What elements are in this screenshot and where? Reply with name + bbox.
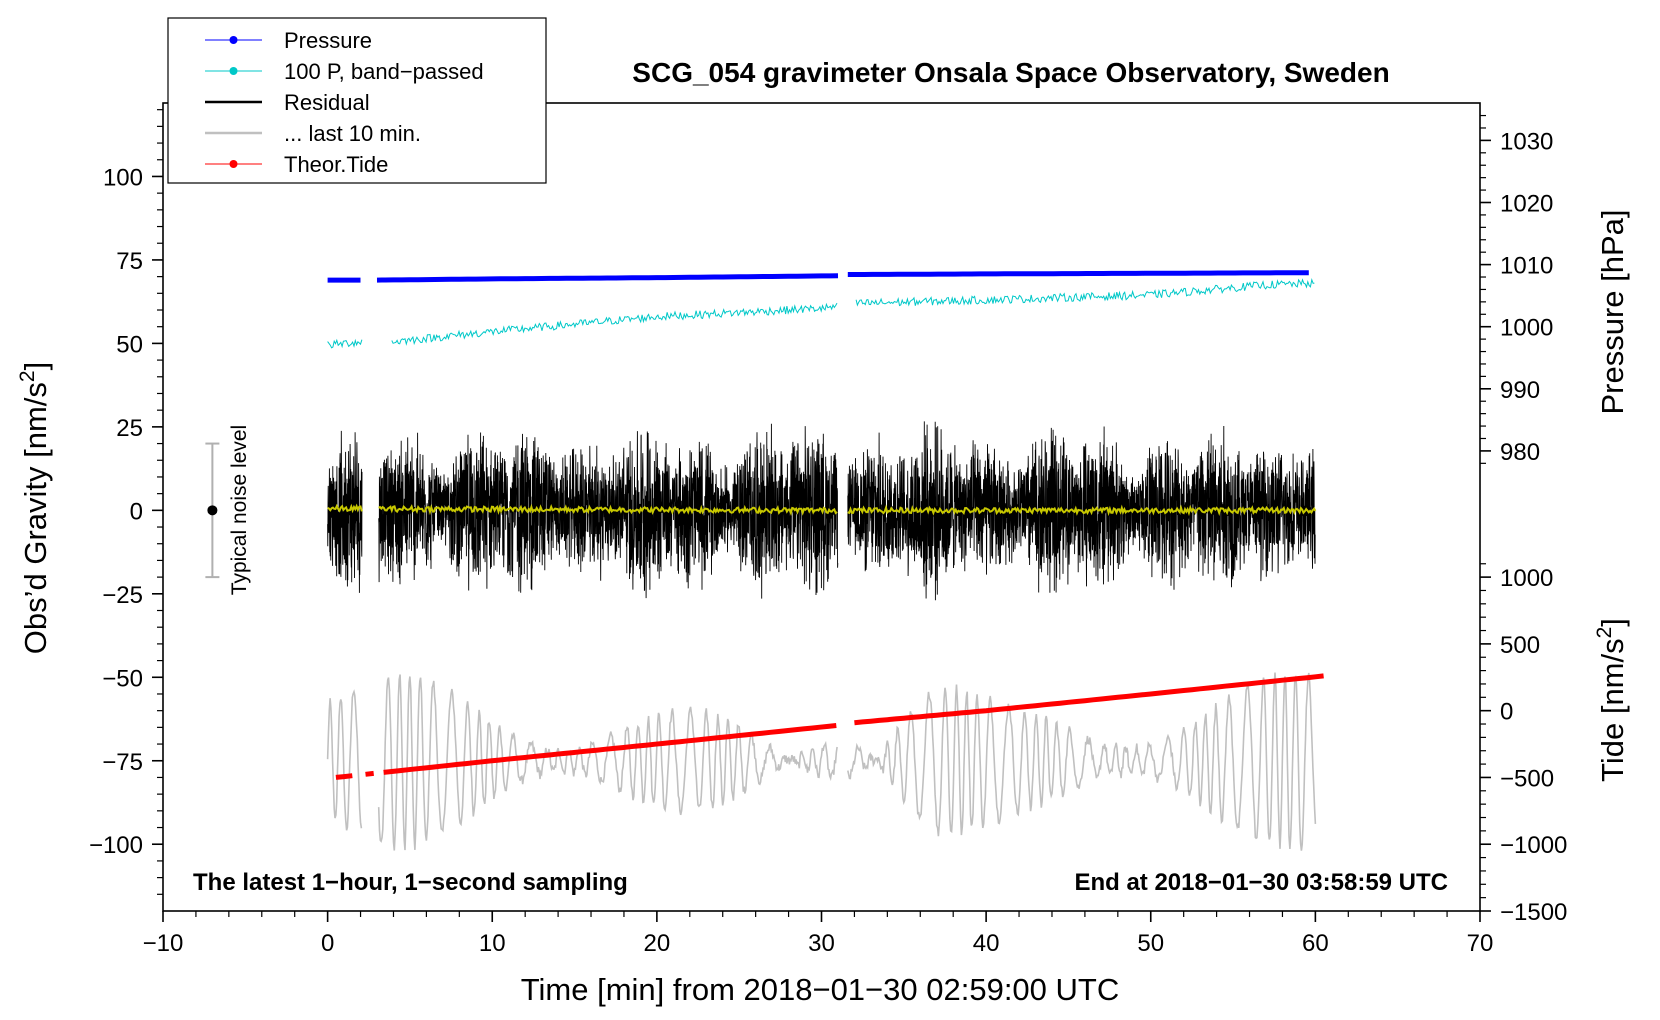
legend-label-1: 100 P, band−passed (284, 59, 484, 84)
residual-smooth-line-seg-2 (847, 504, 1317, 517)
legend-marker-4 (229, 160, 238, 168)
y-left-tick-label-0: 100 (103, 164, 143, 191)
pressure-line-seg-1 (376, 273, 839, 283)
y-axis-left-title-sup: 2 (16, 370, 39, 382)
legend-box (167, 17, 547, 184)
legend-label-0: Pressure (284, 28, 372, 53)
x-tick-label-8: 70 (1467, 930, 1494, 957)
residual-line-seg-0 (327, 430, 363, 593)
bandpassed-line-seg-1 (391, 302, 838, 346)
y-tide-tick-label-3: −500 (1500, 765, 1554, 792)
last10-line-seg-0 (326, 689, 363, 831)
pressure-line-seg-2 (847, 270, 1309, 277)
y-pressure-tick-label-2: 1010 (1500, 253, 1553, 280)
x-tick-label-7: 60 (1302, 930, 1329, 957)
legend-label-3: ... last 10 min. (284, 121, 421, 146)
tick-layer: −10 0 10 20 30 40 50 60 701007550250−25−50−75−10… (89, 109, 1567, 957)
y-axis-pressure-title: Pressure [hPa] (1595, 209, 1630, 414)
last10-line-seg-1 (377, 674, 838, 851)
y-left-tick-label-3: 25 (116, 415, 143, 442)
legend-label-4: Theor.Tide (284, 152, 388, 177)
y-left-tick-label-8: −100 (89, 832, 143, 859)
y-axis-left-title: Obs’d Gravity [nm/s2] (16, 362, 53, 655)
y-left-tick-label-6: −50 (102, 665, 143, 692)
y-axis-tide-title-close: ] (1595, 618, 1630, 627)
annotation-sampling: The latest 1−hour, 1−second sampling (193, 869, 628, 896)
last10-line-seg-2 (847, 672, 1317, 851)
tide-line-seg-2 (383, 723, 837, 775)
x-tick-label-3: 20 (644, 930, 671, 957)
y-pressure-tick-label-4: 990 (1500, 377, 1540, 404)
y-tide-tick-label-0: 1000 (1500, 565, 1553, 592)
y-left-tick-label-5: −25 (102, 582, 143, 609)
tide-line-seg-0 (335, 773, 353, 780)
legend: Pressure 100 P, band−passed Residual ... la… (167, 17, 547, 184)
x-tick-label-0: −10 (143, 930, 184, 957)
tide-line-seg-1 (365, 770, 374, 777)
y-left-tick-label-4: 0 (130, 498, 143, 525)
legend-label-2: Residual (284, 90, 370, 115)
x-tick-label-1: 0 (321, 930, 334, 957)
x-axis-title: Time [min] from 2018−01−30 02:59:00 UTC (521, 972, 1120, 1007)
legend-marker-0 (229, 36, 238, 44)
y-axis-tide-title: Tide [nm/s2] (1593, 618, 1630, 782)
annotation-end-time: End at 2018−01−30 03:58:59 UTC (1074, 869, 1448, 896)
y-axis-left-title-text: Obs’d Gravity [nm/s (18, 382, 53, 654)
y-axis-tide-title-text: Tide [nm/s (1595, 638, 1630, 782)
chart-title: SCG_054 gravimeter Onsala Space Observat… (632, 57, 1389, 88)
noise-bar-center-dot (207, 505, 218, 516)
y-pressure-tick-label-0: 1030 (1500, 128, 1553, 155)
noise-level-label: Typical noise level (228, 425, 251, 595)
y-tide-tick-label-5: −1500 (1500, 899, 1567, 926)
x-tick-label-6: 50 (1137, 930, 1164, 957)
y-left-tick-label-1: 75 (116, 248, 143, 275)
residual-smooth-line-seg-1 (378, 503, 838, 516)
y-tide-tick-label-2: 0 (1500, 699, 1513, 726)
tide-line-seg-3 (854, 673, 1324, 726)
y-left-tick-label-7: −75 (102, 749, 143, 776)
y-tide-tick-label-1: 500 (1500, 632, 1540, 659)
legend-marker-1 (229, 67, 238, 75)
bandpassed-line-seg-0 (327, 338, 363, 349)
residual-smooth-line-seg-0 (327, 503, 363, 514)
bandpassed-line-seg-2 (855, 277, 1315, 307)
y-axis-left-title-close: ] (18, 362, 53, 371)
legend-entries: Pressure 100 P, band−passed Residual ... la… (205, 28, 484, 177)
y-axis-tide-title-sup: 2 (1593, 627, 1616, 639)
y-pressure-tick-label-3: 1000 (1500, 315, 1553, 342)
y-tide-tick-label-4: −1000 (1500, 832, 1567, 859)
residual-line-seg-2 (847, 421, 1316, 601)
noise-level-indicator (205, 442, 220, 579)
x-tick-label-5: 40 (973, 930, 1000, 957)
x-tick-label-4: 30 (808, 930, 835, 957)
y-pressure-tick-label-5: 980 (1500, 439, 1540, 466)
x-tick-label-2: 10 (479, 930, 506, 957)
series-layer (326, 270, 1324, 851)
y-left-tick-label-2: 50 (116, 331, 143, 358)
residual-line-seg-1 (378, 423, 839, 599)
y-pressure-tick-label-1: 1020 (1500, 190, 1553, 217)
